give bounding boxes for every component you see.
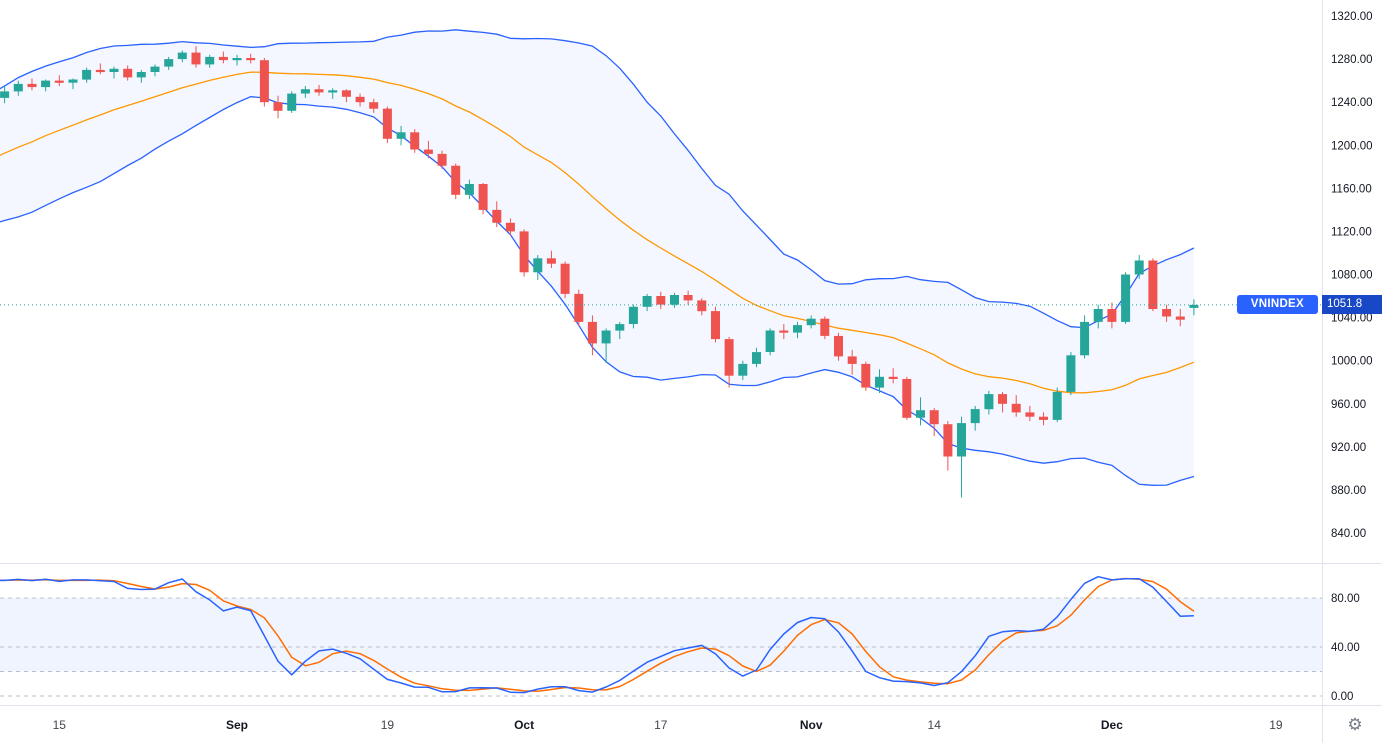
price-tick-label: 1240.00 bbox=[1331, 97, 1373, 109]
time-tick-label: 14 bbox=[928, 718, 942, 732]
last-price-label: VNINDEX 1051.8 bbox=[1236, 294, 1382, 314]
price-tick-label: 1200.00 bbox=[1331, 140, 1373, 152]
stochastic-pane[interactable] bbox=[0, 575, 1322, 697]
price-tick-label: 880.00 bbox=[1331, 485, 1366, 497]
settings-gear-icon[interactable]: ⚙ bbox=[1347, 715, 1363, 734]
stoch-d-line bbox=[0, 577, 1195, 693]
stoch-band bbox=[0, 597, 1322, 672]
candlestick-series bbox=[0, 46, 1199, 498]
time-tick-label: Dec bbox=[1101, 718, 1123, 732]
price-tick-label: 1040.00 bbox=[1331, 313, 1373, 325]
time-axis[interactable]: 15 Sep 19 Oct 17 Nov 14 Dec 19 bbox=[53, 718, 1283, 732]
time-tick-label: 19 bbox=[1269, 718, 1283, 732]
price-tick-label: 1120.00 bbox=[1331, 226, 1372, 238]
bollinger-upper-line bbox=[0, 29, 1195, 329]
time-tick-label: 15 bbox=[53, 718, 67, 732]
price-pane[interactable] bbox=[0, 29, 1322, 498]
price-tick-label: 1280.00 bbox=[1331, 54, 1373, 66]
price-axis[interactable]: 1320.00 1280.00 1240.00 1200.00 1160.00 1120.… bbox=[1331, 11, 1373, 703]
price-tick-label: 1080.00 bbox=[1331, 270, 1373, 282]
price-tick-label: 1000.00 bbox=[1331, 356, 1373, 368]
price-tick-label: 1320.00 bbox=[1331, 11, 1373, 23]
price-tick-label: 840.00 bbox=[1331, 528, 1366, 540]
time-tick-label: Oct bbox=[514, 718, 534, 732]
stoch-tick-label: 40.00 bbox=[1331, 642, 1360, 654]
price-tick-label: 1160.00 bbox=[1331, 183, 1372, 195]
time-tick-label: Nov bbox=[800, 718, 823, 732]
bollinger-fill bbox=[0, 29, 1194, 486]
stoch-k-line bbox=[0, 575, 1194, 694]
bollinger-mid-line bbox=[0, 71, 1195, 394]
time-tick-label: 17 bbox=[654, 718, 668, 732]
symbol-name: VNINDEX bbox=[1236, 294, 1318, 314]
stoch-tick-label: 0.00 bbox=[1331, 691, 1353, 703]
last-price-value: 1051.8 bbox=[1322, 294, 1382, 314]
price-tick-label: 960.00 bbox=[1331, 399, 1366, 411]
stoch-tick-label: 80.00 bbox=[1331, 593, 1360, 605]
price-tick-label: 920.00 bbox=[1331, 442, 1366, 454]
time-tick-label: Sep bbox=[226, 718, 248, 732]
time-tick-label: 19 bbox=[381, 718, 395, 732]
